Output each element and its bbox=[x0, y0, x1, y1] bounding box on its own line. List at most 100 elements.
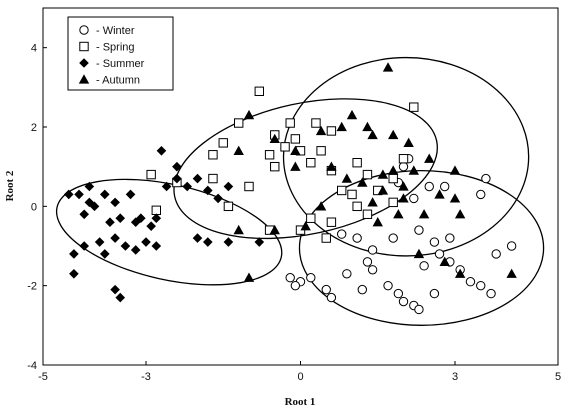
data-point-diamond bbox=[203, 185, 213, 196]
data-point-triangle bbox=[233, 224, 244, 235]
data-point-circle bbox=[414, 225, 424, 235]
data-point-diamond bbox=[136, 213, 146, 224]
data-point-circle bbox=[409, 193, 419, 204]
data-point-triangle bbox=[290, 145, 301, 155]
data-point-diamond bbox=[125, 189, 136, 200]
data-point-triangle bbox=[413, 248, 425, 259]
data-point-circle bbox=[352, 233, 362, 243]
data-point-circle bbox=[337, 229, 347, 239]
data-point-square bbox=[223, 201, 234, 212]
legend-label: - Spring bbox=[96, 42, 135, 54]
data-point-circle bbox=[357, 284, 367, 295]
data-point-square bbox=[151, 205, 162, 216]
confidence-ellipse-3 bbox=[282, 56, 530, 257]
x-tick-label: -3 bbox=[141, 371, 151, 383]
data-point-diamond bbox=[172, 173, 182, 184]
data-point-triangle bbox=[372, 217, 383, 227]
data-point-diamond bbox=[110, 284, 120, 295]
data-point-triangle bbox=[341, 173, 353, 183]
data-point-diamond bbox=[79, 209, 89, 220]
data-point-square bbox=[285, 118, 295, 128]
x-tick-label: 0 bbox=[297, 371, 303, 383]
data-point-square bbox=[311, 118, 321, 128]
data-point-triangle bbox=[454, 209, 466, 219]
data-point-square bbox=[146, 169, 156, 180]
data-point-square bbox=[208, 150, 218, 160]
data-point-triangle bbox=[233, 145, 244, 155]
x-tick-label: 5 bbox=[555, 371, 561, 383]
data-point-triangle bbox=[269, 224, 280, 235]
data-point-square bbox=[306, 158, 316, 168]
data-point-square bbox=[264, 150, 275, 160]
legend-marker-circle bbox=[79, 25, 89, 35]
data-point-circle bbox=[419, 261, 429, 271]
data-point-circle bbox=[290, 280, 301, 291]
data-point-diamond bbox=[203, 237, 213, 247]
y-tick-label: 2 bbox=[31, 122, 37, 134]
data-point-square bbox=[362, 169, 373, 180]
data-point-diamond bbox=[105, 217, 115, 227]
legend-label: - Autumn bbox=[96, 75, 140, 87]
y-tick-label: -4 bbox=[27, 360, 37, 372]
confidence-ellipse-1 bbox=[55, 178, 283, 286]
data-point-diamond bbox=[74, 189, 84, 200]
data-point-triangle bbox=[357, 177, 368, 187]
data-point-triangle bbox=[269, 133, 280, 144]
data-point-diamond bbox=[110, 233, 120, 243]
x-tick-label: 3 bbox=[452, 371, 458, 383]
data-point-circle bbox=[491, 249, 501, 259]
data-point-triangle bbox=[439, 256, 450, 267]
data-point-circle bbox=[506, 241, 517, 251]
data-point-triangle bbox=[382, 62, 394, 72]
data-point-triangle bbox=[449, 165, 461, 175]
legend-marker-square bbox=[79, 41, 89, 52]
data-point-diamond bbox=[172, 161, 182, 172]
data-point-square bbox=[208, 173, 218, 184]
data-point-circle bbox=[429, 288, 440, 299]
y-tick-label: 0 bbox=[31, 201, 37, 213]
data-point-diamond bbox=[223, 181, 234, 192]
y-tick-label: 4 bbox=[31, 43, 37, 55]
data-point-diamond bbox=[223, 237, 234, 247]
data-point-square bbox=[337, 185, 347, 196]
data-point-circle bbox=[398, 161, 409, 172]
data-point-circle bbox=[414, 304, 424, 315]
data-point-circle bbox=[398, 296, 409, 307]
data-point-triangle bbox=[377, 185, 389, 195]
data-point-circle bbox=[465, 277, 476, 287]
data-point-circle bbox=[481, 173, 491, 184]
data-point-circle bbox=[429, 237, 440, 247]
data-point-triangle bbox=[454, 268, 466, 278]
data-point-triangle bbox=[290, 161, 301, 171]
data-point-diamond bbox=[115, 292, 126, 303]
data-point-diamond bbox=[69, 268, 79, 279]
data-point-triangle bbox=[506, 268, 517, 278]
data-point-triangle bbox=[398, 193, 409, 203]
data-point-triangle bbox=[434, 189, 445, 199]
data-point-circle bbox=[476, 189, 486, 200]
data-point-circle bbox=[321, 284, 331, 295]
data-point-circle bbox=[434, 249, 445, 259]
confidence-ellipse-4 bbox=[298, 169, 545, 326]
data-point-square bbox=[306, 213, 316, 223]
data-point-triangle bbox=[315, 201, 327, 211]
data-point-diamond bbox=[192, 233, 203, 243]
data-point-circle bbox=[367, 245, 378, 255]
ticks-layer: -5 -3 0 3 5 4 2 0 -2 -4 bbox=[27, 43, 561, 383]
data-point-triangle bbox=[346, 109, 358, 120]
points-layer bbox=[63, 62, 517, 315]
x-tick-label: -5 bbox=[38, 371, 48, 383]
y-axis-label: Root 2 bbox=[4, 170, 16, 201]
data-point-circle bbox=[445, 233, 455, 243]
legend-label: - Winter bbox=[96, 25, 135, 37]
data-point-diamond bbox=[115, 213, 126, 224]
data-point-diamond bbox=[110, 197, 120, 208]
data-point-diamond bbox=[156, 146, 167, 156]
legend: - Winter - Spring - Summer - Autumn bbox=[67, 16, 174, 91]
data-point-square bbox=[352, 201, 362, 212]
data-point-triangle bbox=[377, 169, 389, 179]
data-point-circle bbox=[393, 288, 404, 299]
data-point-triangle bbox=[403, 137, 414, 148]
data-point-square bbox=[326, 126, 337, 136]
